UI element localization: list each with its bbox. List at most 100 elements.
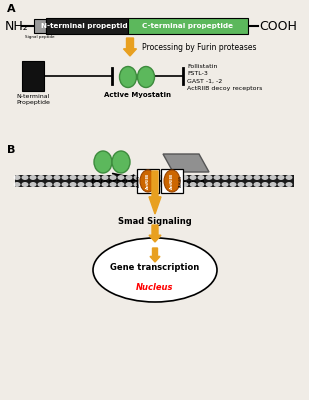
Ellipse shape <box>117 175 125 180</box>
Ellipse shape <box>189 175 197 180</box>
Ellipse shape <box>150 182 156 187</box>
Ellipse shape <box>101 175 108 180</box>
Ellipse shape <box>94 182 100 187</box>
Ellipse shape <box>253 175 260 180</box>
Ellipse shape <box>37 182 44 187</box>
Text: Activin A: Activin A <box>167 179 205 188</box>
Ellipse shape <box>286 175 293 180</box>
Ellipse shape <box>142 182 149 187</box>
Ellipse shape <box>117 182 125 187</box>
Ellipse shape <box>120 66 137 88</box>
Ellipse shape <box>158 175 164 180</box>
Ellipse shape <box>261 175 269 180</box>
Text: Propeptide: Propeptide <box>16 100 50 105</box>
Ellipse shape <box>45 175 53 180</box>
Bar <box>34 19 46 33</box>
Bar <box>15 175 294 187</box>
Ellipse shape <box>93 238 217 302</box>
Ellipse shape <box>277 182 285 187</box>
Polygon shape <box>124 38 137 56</box>
Text: ALK4/5: ALK4/5 <box>137 175 141 187</box>
Ellipse shape <box>222 182 228 187</box>
Ellipse shape <box>197 175 205 180</box>
Text: Gene transcription: Gene transcription <box>110 262 200 272</box>
Ellipse shape <box>189 182 197 187</box>
Ellipse shape <box>125 175 133 180</box>
Ellipse shape <box>245 182 252 187</box>
Ellipse shape <box>214 175 221 180</box>
Ellipse shape <box>230 182 236 187</box>
Ellipse shape <box>101 182 108 187</box>
Ellipse shape <box>86 175 92 180</box>
Text: FSTL-3: FSTL-3 <box>187 71 208 76</box>
Ellipse shape <box>14 182 20 187</box>
Ellipse shape <box>173 175 180 180</box>
Text: ALK4/5: ALK4/5 <box>179 175 183 187</box>
Ellipse shape <box>166 175 172 180</box>
Ellipse shape <box>86 182 92 187</box>
Text: Nucleus: Nucleus <box>136 284 174 292</box>
Text: Smad Signaling: Smad Signaling <box>118 217 192 226</box>
Ellipse shape <box>29 182 36 187</box>
Text: B: B <box>7 145 15 155</box>
Ellipse shape <box>205 175 213 180</box>
Ellipse shape <box>125 182 133 187</box>
Ellipse shape <box>142 175 149 180</box>
Ellipse shape <box>245 175 252 180</box>
Ellipse shape <box>238 182 244 187</box>
Text: NH₂: NH₂ <box>5 20 29 32</box>
Ellipse shape <box>181 182 188 187</box>
Text: N-terminal propeptide: N-terminal propeptide <box>41 23 133 29</box>
Ellipse shape <box>22 175 28 180</box>
Ellipse shape <box>109 182 116 187</box>
Text: GAST -1, -2: GAST -1, -2 <box>187 78 222 84</box>
Bar <box>22 61 44 91</box>
Ellipse shape <box>269 175 277 180</box>
Ellipse shape <box>78 175 84 180</box>
Ellipse shape <box>37 175 44 180</box>
Text: ActRIIB decoy receptors: ActRIIB decoy receptors <box>187 86 262 91</box>
Polygon shape <box>149 225 161 242</box>
Text: COOH: COOH <box>259 20 297 32</box>
Polygon shape <box>149 171 161 214</box>
Ellipse shape <box>166 182 172 187</box>
Ellipse shape <box>158 182 164 187</box>
Polygon shape <box>163 154 209 172</box>
Ellipse shape <box>112 151 130 173</box>
Text: Processing by Furin proteases: Processing by Furin proteases <box>142 42 256 52</box>
Ellipse shape <box>70 175 77 180</box>
Ellipse shape <box>70 182 77 187</box>
Ellipse shape <box>277 175 285 180</box>
Ellipse shape <box>164 170 180 192</box>
Ellipse shape <box>29 175 36 180</box>
Text: ActRIIB: ActRIIB <box>146 173 150 189</box>
Ellipse shape <box>238 175 244 180</box>
Text: C-terminal propeptide: C-terminal propeptide <box>142 23 234 29</box>
Ellipse shape <box>61 182 69 187</box>
Ellipse shape <box>197 182 205 187</box>
Text: Myostatin: Myostatin <box>90 178 133 187</box>
Ellipse shape <box>269 182 277 187</box>
Text: Active Myostatin: Active Myostatin <box>104 92 171 98</box>
Ellipse shape <box>230 175 236 180</box>
Ellipse shape <box>140 170 156 192</box>
Ellipse shape <box>109 175 116 180</box>
Text: N-terminal: N-terminal <box>16 94 50 99</box>
Text: Follistatin: Follistatin <box>187 64 217 68</box>
Polygon shape <box>150 248 160 262</box>
Text: A: A <box>7 4 16 14</box>
Ellipse shape <box>78 182 84 187</box>
Ellipse shape <box>138 66 154 88</box>
Ellipse shape <box>133 175 141 180</box>
Ellipse shape <box>22 182 28 187</box>
Ellipse shape <box>94 151 112 173</box>
Ellipse shape <box>133 182 141 187</box>
Text: Signal peptide: Signal peptide <box>25 35 55 39</box>
Ellipse shape <box>94 175 100 180</box>
Ellipse shape <box>14 175 20 180</box>
Ellipse shape <box>61 175 69 180</box>
Bar <box>46 18 128 34</box>
Ellipse shape <box>261 182 269 187</box>
Ellipse shape <box>173 182 180 187</box>
Ellipse shape <box>150 175 156 180</box>
